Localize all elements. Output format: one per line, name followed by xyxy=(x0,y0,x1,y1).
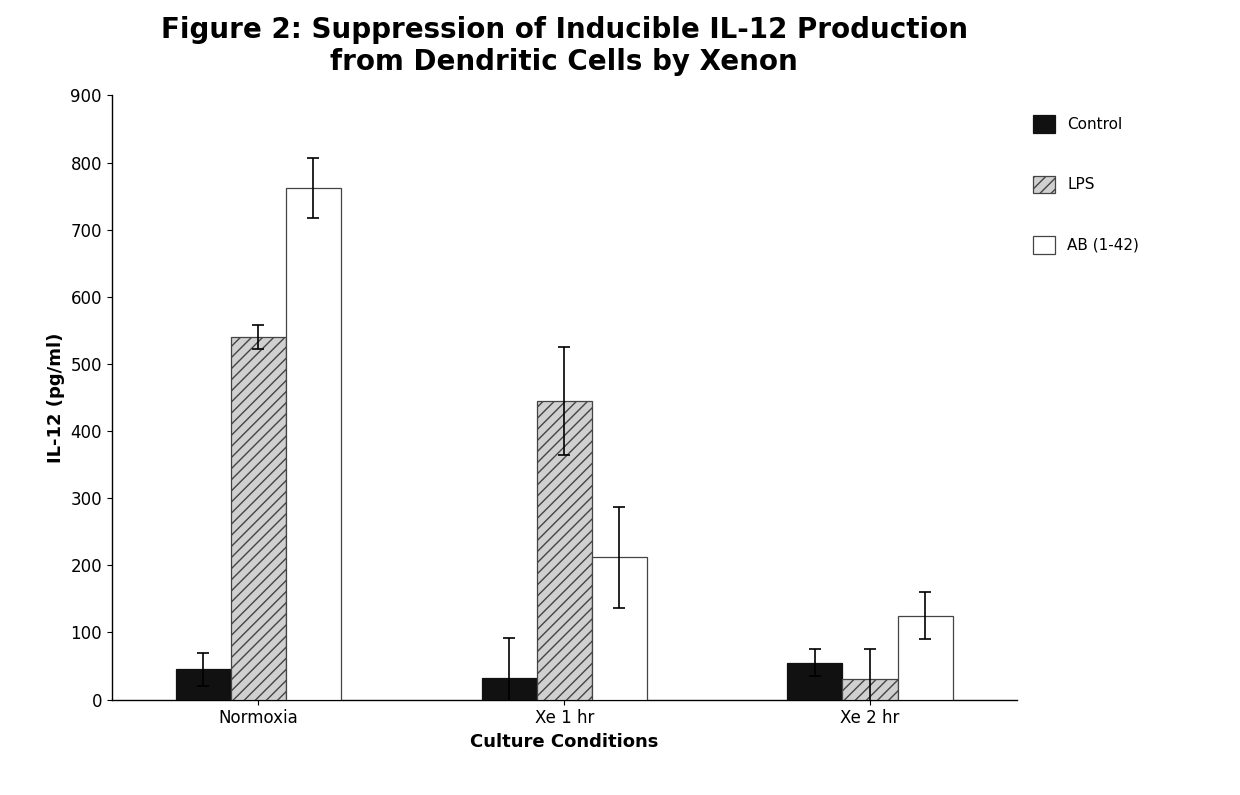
Bar xyxy=(537,401,591,700)
Y-axis label: IL-12 (pg/ml): IL-12 (pg/ml) xyxy=(47,332,64,463)
Bar xyxy=(591,557,647,700)
Bar xyxy=(286,188,341,700)
Bar xyxy=(787,663,842,700)
Bar xyxy=(898,615,952,700)
Bar xyxy=(231,337,286,700)
X-axis label: Culture Conditions: Culture Conditions xyxy=(470,733,658,751)
Title: Figure 2: Suppression of Inducible IL-12 Production
from Dendritic Cells by Xeno: Figure 2: Suppression of Inducible IL-12… xyxy=(161,16,967,76)
Bar xyxy=(842,680,898,700)
Bar xyxy=(176,669,231,700)
Legend: Control, LPS, AB (1-42): Control, LPS, AB (1-42) xyxy=(1033,115,1140,254)
Bar xyxy=(481,678,537,700)
